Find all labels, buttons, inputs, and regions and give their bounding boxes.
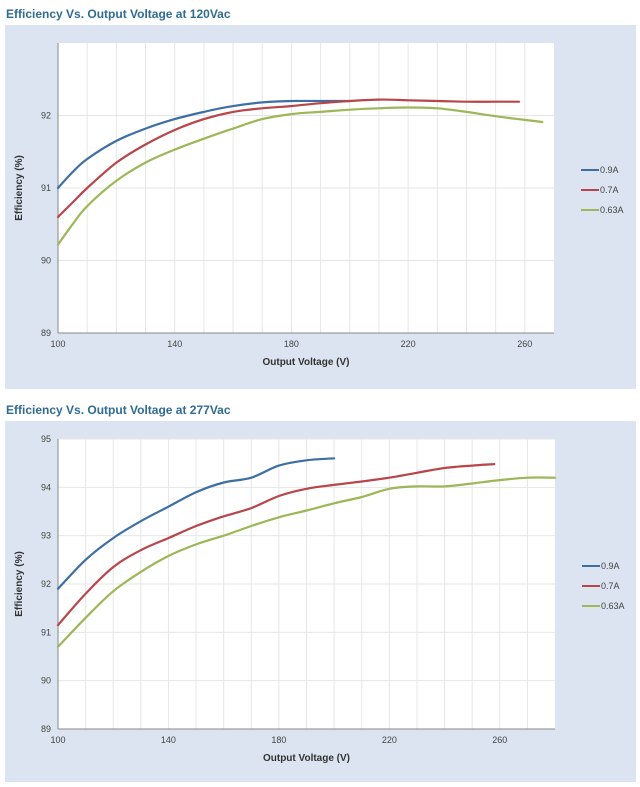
series-line-0-9a — [56, 99, 351, 190]
legend-label: 0.7A — [600, 185, 619, 195]
y-tick-label: 93 — [41, 531, 51, 541]
y-tick-label: 90 — [41, 676, 51, 686]
x-tick-label: 260 — [492, 735, 507, 745]
chart-2-svg: 100 140 180 220 260 89 90 91 92 93 94 95 Output Volt… — [14, 434, 625, 764]
x-tick-label: 140 — [161, 735, 176, 745]
legend-label: 0.63A — [600, 205, 624, 215]
y-tick-label: 92 — [41, 579, 51, 589]
y-tick-label: 91 — [41, 627, 51, 637]
y-tick-label: 89 — [41, 724, 51, 734]
legend-label: 0.9A — [601, 561, 620, 571]
y-tick-label: 89 — [41, 328, 51, 338]
chart-1-svg: 100 140 180 220 260 89 90 91 92 Output Voltage (V… — [14, 43, 624, 368]
y-tick-label: 90 — [41, 256, 51, 266]
x-tick-label: 220 — [382, 735, 397, 745]
series-line-0-7a — [56, 98, 521, 219]
y-tick-label: 94 — [41, 482, 51, 492]
x-tick-label: 180 — [271, 735, 286, 745]
legend-label: 0.9A — [600, 165, 619, 175]
y-tick-label: 91 — [41, 183, 51, 193]
series-line-0-63a — [56, 106, 544, 246]
x-axis-label: Output Voltage (V) — [262, 357, 349, 368]
x-tick-label: 100 — [50, 339, 65, 349]
x-axis-label: Output Voltage (V) — [263, 753, 350, 764]
x-tick-label: 140 — [167, 339, 182, 349]
series-line-0-7a — [56, 463, 496, 627]
legend-label: 0.7A — [601, 581, 620, 591]
chart-2-panel: 100 140 180 220 260 89 90 91 92 93 94 95 Output Volt… — [5, 421, 636, 782]
x-tick-label: 220 — [401, 339, 416, 349]
y-axis-label: Efficiency (%) — [14, 155, 25, 221]
chart-1-panel: 100 140 180 220 260 89 90 91 92 Output Voltage (V… — [5, 25, 636, 389]
x-tick-label: 100 — [50, 735, 65, 745]
chart-1-title: Efficiency Vs. Output Voltage at 120Vac — [6, 7, 231, 21]
series-line-0-63a — [56, 476, 557, 648]
legend-label: 0.63A — [601, 601, 625, 611]
series-line-0-9a — [56, 457, 336, 590]
x-tick-label: 180 — [284, 339, 299, 349]
y-tick-label: 95 — [41, 434, 51, 444]
y-tick-label: 92 — [41, 111, 51, 121]
y-axis-label: Efficiency (%) — [14, 551, 25, 617]
x-tick-label: 260 — [517, 339, 532, 349]
chart-2-title: Efficiency Vs. Output Voltage at 277Vac — [6, 403, 231, 417]
